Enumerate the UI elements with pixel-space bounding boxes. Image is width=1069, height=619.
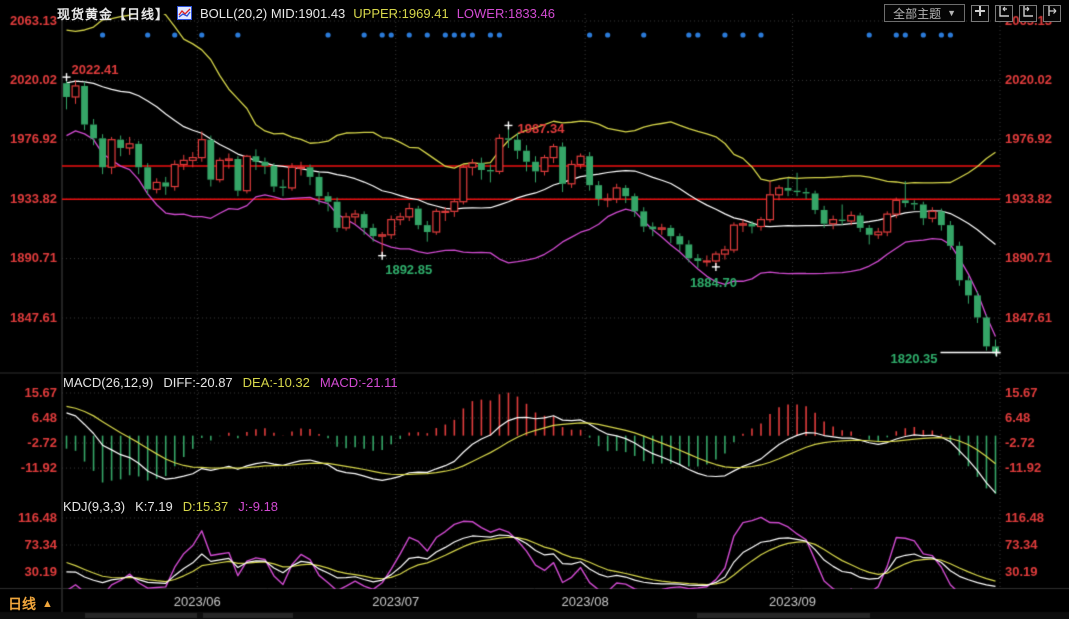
triangle-up-icon: ▲ (42, 598, 53, 610)
macd-hist-value: MACD:-21.11 (319, 375, 398, 390)
kdj-k-value: K:7.19 (135, 499, 173, 514)
boll-mid-value: MID:1901.43 (270, 5, 346, 21)
zoom-axis-right-button[interactable] (1019, 4, 1037, 22)
kdj-d-value: D:15.37 (182, 499, 229, 514)
kdj-legend: KDJ(9,3,3) K:7.19 D:15.37 J:-9.18 (63, 499, 278, 514)
macd-dea-value: DEA:-10.32 (242, 375, 310, 390)
go-to-latest-button[interactable] (1043, 4, 1061, 22)
symbol-title: 现货黄金【日线】 (57, 6, 170, 22)
theme-dropdown-label: 全部主题 (893, 6, 942, 21)
kdj-j-value: J:-9.18 (238, 499, 279, 514)
boll-upper-value: UPPER:1969.41 (353, 5, 449, 21)
toolbar: 全部主题 ▼ (884, 4, 1061, 22)
boll-lower-value: LOWER:1833.46 (456, 5, 555, 21)
boll-param-and-mid: BOLL(20,2) MID:1901.43 (200, 6, 345, 21)
zoom-axis-left-icon (998, 4, 1010, 22)
caret-down-icon: ▼ (947, 8, 956, 18)
crosshair-button[interactable] (971, 4, 989, 22)
period-tab-label: 日线 (8, 596, 36, 612)
macd-param: MACD(26,12,9) (63, 375, 154, 390)
header-bar: 现货黄金【日线】 BOLL(20,2) MID:1901.43 UPPER:19… (57, 4, 555, 22)
macd-diff-value: DIFF:-20.87 (163, 375, 233, 390)
mini-chart-icon (177, 6, 193, 20)
zoom-axis-left-button[interactable] (995, 4, 1013, 22)
zoom-axis-right-icon (1022, 4, 1034, 22)
macd-legend: MACD(26,12,9) DIFF:-20.87 DEA:-10.32 MAC… (63, 375, 398, 390)
crosshair-icon (974, 4, 986, 22)
boll-param: BOLL(20,2) (200, 5, 268, 21)
period-tab-daily[interactable]: 日线 ▲ (8, 594, 53, 614)
kdj-param: KDJ(9,3,3) (63, 499, 126, 514)
theme-dropdown[interactable]: 全部主题 ▼ (884, 4, 965, 22)
go-to-latest-icon (1046, 4, 1058, 22)
